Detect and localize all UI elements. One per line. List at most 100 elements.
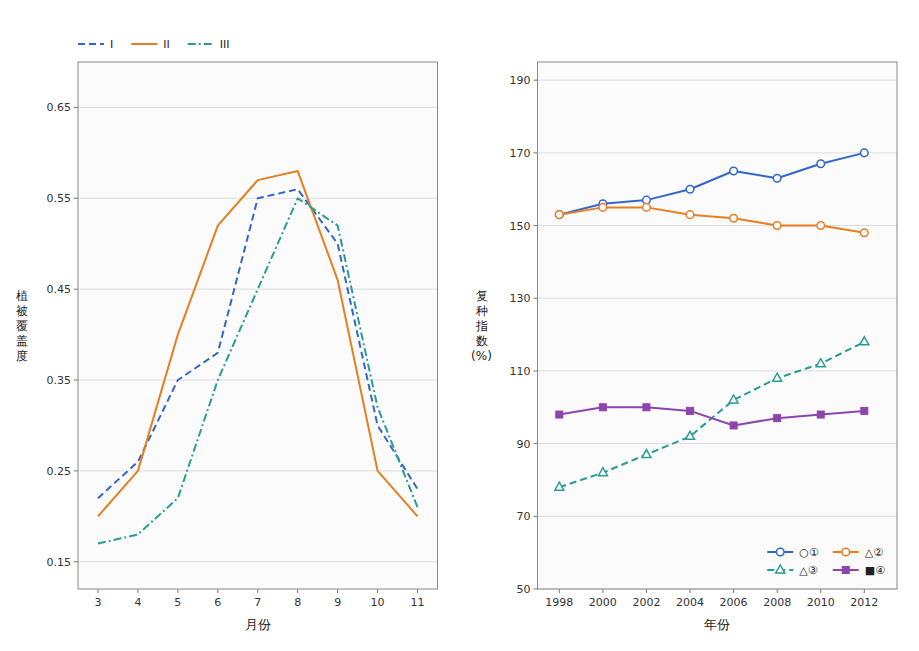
data-point — [643, 204, 651, 212]
tick-mark — [297, 589, 298, 593]
tick-label: 130 — [510, 292, 531, 305]
plot-frame — [538, 62, 898, 589]
tick-label: 50 — [517, 583, 531, 596]
tick-label: 0.45 — [47, 283, 72, 296]
tick-mark — [137, 589, 138, 593]
data-point — [643, 404, 650, 411]
data-point — [860, 337, 869, 345]
data-point — [729, 395, 738, 403]
tick-label: 0.35 — [47, 374, 72, 387]
legend-label: II — [163, 38, 170, 51]
legend-item: II — [131, 38, 170, 51]
series-line — [98, 198, 418, 543]
grid-line — [538, 152, 898, 153]
series-line — [559, 153, 864, 215]
legend: IIIIII — [78, 38, 229, 51]
data-point — [599, 204, 607, 212]
tick-mark — [74, 198, 78, 199]
tick-label: 5 — [174, 596, 181, 609]
grid-line — [538, 80, 898, 81]
data-point — [817, 411, 824, 418]
legend-item: △③ — [767, 564, 817, 577]
data-point — [686, 185, 694, 193]
data-point — [599, 404, 606, 411]
data-point — [774, 415, 781, 422]
legend-marker — [776, 565, 785, 573]
plot-background — [538, 62, 898, 589]
tick-label: 0.25 — [47, 465, 72, 478]
grid-line — [538, 225, 898, 226]
tick-mark — [534, 80, 538, 81]
grid-line — [78, 289, 438, 290]
grid-line — [78, 380, 438, 381]
tick-label: 11 — [411, 596, 425, 609]
x-axis-label: 月份 — [245, 617, 271, 632]
tick-label: 9 — [334, 596, 341, 609]
data-point — [730, 214, 738, 222]
tick-label: 0.15 — [47, 556, 72, 569]
legend-marker — [842, 548, 850, 556]
tick-mark — [534, 370, 538, 371]
tick-label: 6 — [214, 596, 221, 609]
legend-label: △② — [865, 546, 883, 559]
x-axis-label: 年份 — [704, 617, 730, 632]
tick-mark — [337, 589, 338, 593]
tick-label: 90 — [517, 438, 531, 451]
tick-label: 2006 — [720, 596, 748, 609]
tick-label: 150 — [510, 220, 531, 233]
data-point — [730, 167, 738, 175]
legend-label: ■④ — [865, 564, 885, 577]
legend-item: I — [78, 38, 113, 51]
series-line — [98, 189, 418, 498]
grid-line — [78, 107, 438, 108]
grid-line — [538, 298, 898, 299]
tick-mark — [559, 589, 560, 593]
plot-frame — [78, 62, 438, 589]
tick-mark — [534, 225, 538, 226]
plot-background — [78, 62, 438, 589]
tick-mark — [177, 589, 178, 593]
data-point — [817, 160, 825, 168]
tick-label: 2000 — [589, 596, 617, 609]
legend: ○① △② △③ ■④ — [767, 546, 885, 577]
tick-mark — [534, 589, 538, 590]
legend-label: △③ — [799, 564, 817, 577]
data-point — [817, 222, 825, 230]
tick-mark — [257, 589, 258, 593]
data-point — [642, 450, 651, 458]
tick-mark — [820, 589, 821, 593]
tick-mark — [97, 589, 98, 593]
tick-label: 2004 — [676, 596, 704, 609]
tick-mark — [534, 298, 538, 299]
tick-mark — [777, 589, 778, 593]
tick-mark — [74, 470, 78, 471]
data-point — [816, 359, 825, 367]
tick-mark — [534, 516, 538, 517]
legend-label: III — [220, 38, 230, 51]
tick-mark — [74, 289, 78, 290]
legend-marker — [776, 548, 784, 556]
chart: 0.150.250.350.450.550.6534567891011月份植被覆… — [16, 38, 438, 632]
data-point — [686, 431, 695, 439]
data-point — [555, 211, 563, 219]
tick-label: 3 — [94, 596, 101, 609]
page: 0.150.250.350.450.550.6534567891011月份植被覆… — [0, 0, 919, 651]
tick-mark — [74, 561, 78, 562]
data-point — [686, 211, 694, 219]
tick-mark — [602, 589, 603, 593]
tick-mark — [217, 589, 218, 593]
legend-label: I — [110, 38, 113, 51]
tick-mark — [864, 589, 865, 593]
data-point — [861, 229, 869, 237]
data-point — [773, 373, 782, 381]
tick-label: 1998 — [545, 596, 573, 609]
legend-item: ○① — [767, 546, 819, 559]
y-axis-label: 复种指数(%) — [471, 289, 492, 363]
grid-line — [538, 516, 898, 517]
legend-item: III — [188, 38, 230, 51]
data-point — [643, 196, 651, 204]
tick-label: 0.65 — [47, 101, 72, 114]
data-point — [861, 149, 869, 157]
legend-swatch — [78, 43, 104, 45]
tick-mark — [74, 107, 78, 108]
